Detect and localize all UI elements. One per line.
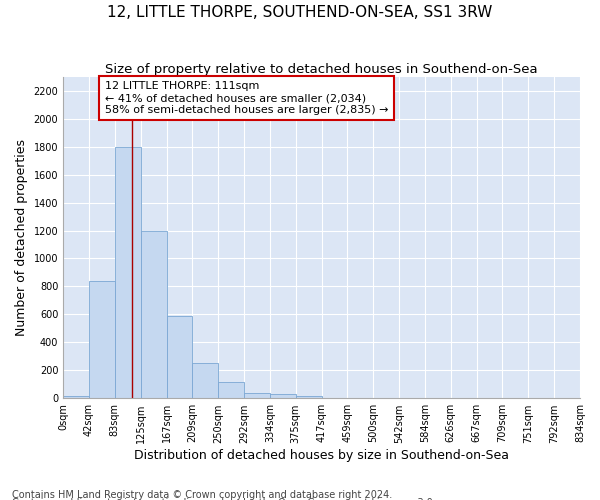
Bar bbox=[193, 362, 218, 398]
Y-axis label: Number of detached properties: Number of detached properties bbox=[15, 139, 28, 336]
Bar bbox=[89, 281, 115, 398]
Bar bbox=[115, 146, 140, 398]
Text: 12, LITTLE THORPE, SOUTHEND-ON-SEA, SS1 3RW: 12, LITTLE THORPE, SOUTHEND-ON-SEA, SS1 … bbox=[107, 5, 493, 20]
Bar bbox=[140, 230, 167, 398]
Text: Contains HM Land Registry data © Crown copyright and database right 2024.: Contains HM Land Registry data © Crown c… bbox=[12, 490, 392, 500]
Text: 12 LITTLE THORPE: 111sqm
← 41% of detached houses are smaller (2,034)
58% of sem: 12 LITTLE THORPE: 111sqm ← 41% of detach… bbox=[104, 82, 388, 114]
Bar bbox=[218, 382, 244, 398]
Bar bbox=[270, 394, 296, 398]
Bar bbox=[167, 316, 193, 398]
Bar bbox=[244, 392, 270, 398]
Bar bbox=[63, 396, 89, 398]
Text: Contains public sector information licensed under the Open Government Licence v3: Contains public sector information licen… bbox=[12, 498, 436, 500]
Bar bbox=[296, 396, 322, 398]
Title: Size of property relative to detached houses in Southend-on-Sea: Size of property relative to detached ho… bbox=[105, 62, 538, 76]
X-axis label: Distribution of detached houses by size in Southend-on-Sea: Distribution of detached houses by size … bbox=[134, 450, 509, 462]
